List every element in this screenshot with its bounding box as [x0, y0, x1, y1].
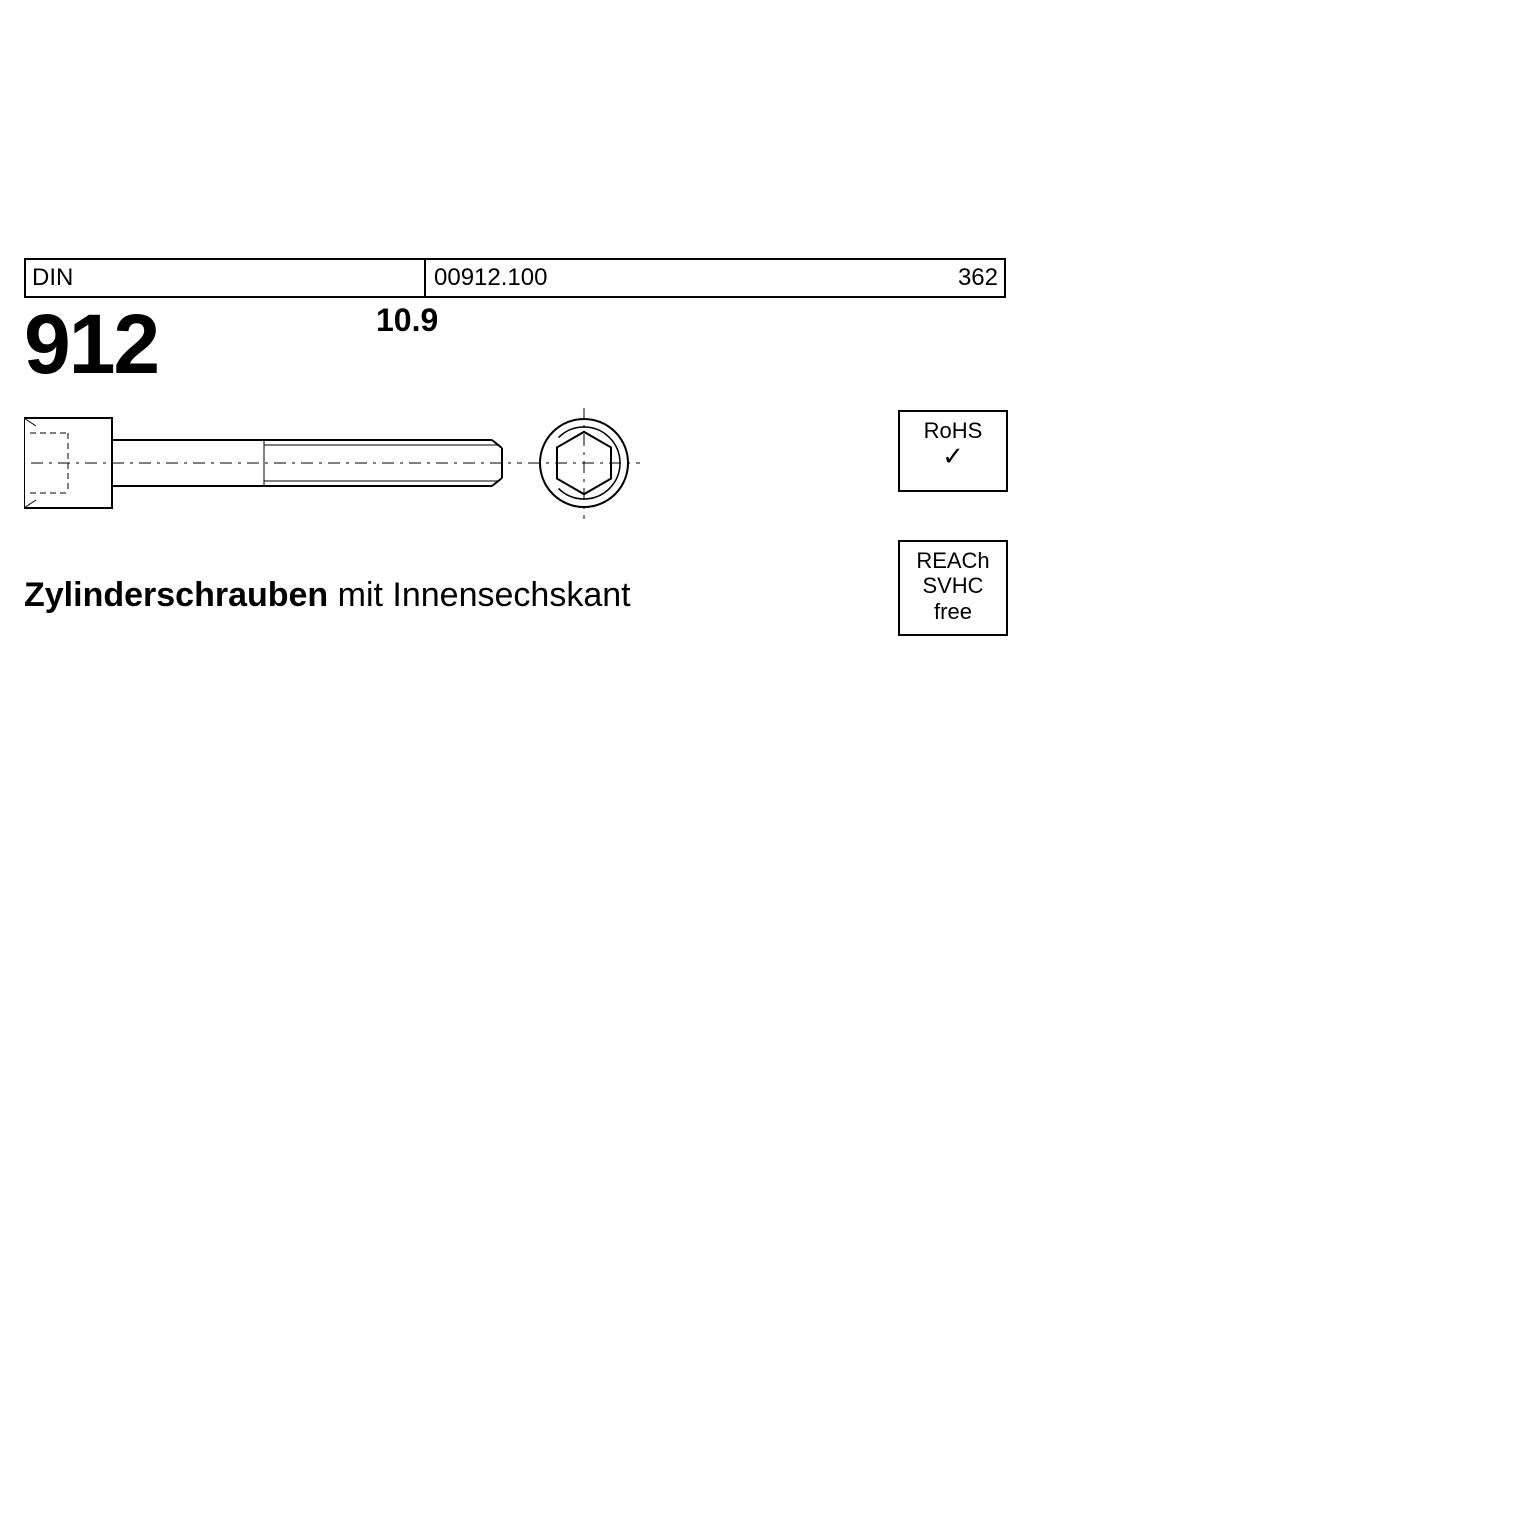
description-main: Zylinderschrauben — [24, 576, 328, 614]
header-page-ref: 362 — [924, 260, 1004, 296]
datasheet-card: DIN 00912.100 362 912 10.9 Zylinderschra… — [0, 258, 1020, 696]
screw-drawing — [24, 408, 644, 528]
rohs-label: RoHS — [904, 418, 1002, 443]
reach-line1: REACh — [904, 548, 1002, 573]
header-row: DIN 00912.100 362 — [24, 258, 1006, 298]
reach-badge: REACh SVHC free — [898, 540, 1008, 636]
header-standard-label: DIN — [26, 260, 426, 296]
check-icon: ✓ — [942, 443, 964, 469]
reach-line3: free — [904, 599, 1002, 624]
product-description: Zylinderschrauben mit Innensechskant — [24, 576, 631, 615]
standard-number: 912 — [24, 296, 158, 393]
reach-line2: SVHC — [904, 573, 1002, 598]
description-detail: mit Innensechskant — [328, 576, 630, 614]
header-article-code: 00912.100 — [428, 260, 828, 296]
rohs-badge: RoHS ✓ — [898, 410, 1008, 492]
strength-grade: 10.9 — [376, 302, 438, 339]
